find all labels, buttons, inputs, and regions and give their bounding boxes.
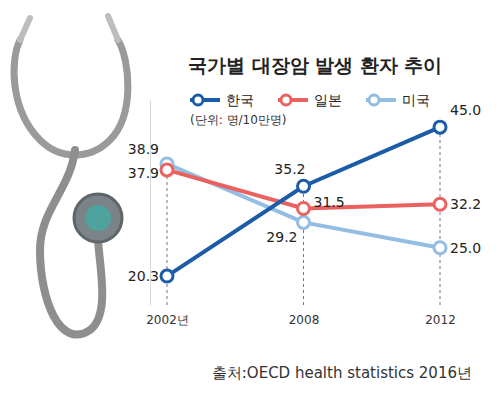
point-marker	[298, 216, 310, 228]
stethoscope-diaphragm	[85, 205, 111, 231]
data-label: 37.9	[128, 165, 159, 181]
chart-title: 국가별 대장암 발생 환자 추이	[188, 54, 442, 76]
legend-item: 한국	[190, 92, 254, 108]
category-guide	[440, 127, 441, 305]
point-marker	[434, 198, 446, 210]
legend-marker	[193, 95, 203, 105]
chart-svg: 국가별 대장암 발생 환자 추이 (단위: 명/10만명) 출처:OECD heal…	[0, 0, 500, 395]
x-tick-label: 2012	[425, 313, 456, 327]
series-line	[167, 127, 440, 276]
point-marker	[434, 242, 446, 254]
data-labels: 20.3 35.2 45.0 37.9 31.5 32.2 38.9 29.2 25.0	[128, 102, 481, 284]
point-marker	[298, 203, 310, 215]
legend-marker	[369, 95, 379, 105]
data-label: 29.2	[266, 229, 297, 245]
x-axis: 2002년 2008 2012	[146, 313, 456, 327]
guide-lines	[167, 127, 440, 305]
point-marker	[298, 180, 310, 192]
x-tick-label: 2008	[289, 313, 320, 327]
stethoscope-chestpiece	[74, 194, 122, 242]
point-marker	[434, 121, 446, 133]
plot-marks	[161, 121, 446, 282]
x-tick: 2008	[289, 313, 320, 327]
data-label: 20.3	[128, 268, 159, 284]
legend: 한국 일본 미국	[190, 92, 430, 108]
chart-subtitle: (단위: 명/10만명)	[190, 113, 287, 127]
category-guide	[167, 164, 168, 305]
data-label: 31.5	[314, 194, 345, 210]
point-marker	[161, 270, 173, 282]
x-tick: 2012	[425, 313, 456, 327]
stethoscope-earpieces	[20, 16, 118, 40]
data-label: 45.0	[450, 102, 481, 118]
legend-label: 한국	[226, 92, 254, 108]
legend-item: 미국	[366, 92, 430, 108]
x-tick-label: 2002년	[146, 313, 189, 327]
legend-item: 일본	[278, 92, 342, 108]
legend-label: 미국	[402, 92, 430, 108]
data-label: 35.2	[274, 161, 305, 177]
data-label: 25.0	[450, 240, 481, 256]
data-label: 32.2	[450, 196, 481, 212]
data-label: 38.9	[128, 141, 159, 157]
stethoscope-binaural	[14, 40, 128, 155]
chart-source: 출처:OECD health statistics 2016년	[212, 364, 472, 382]
stethoscope-illustration	[14, 16, 128, 335]
x-tick: 2002년	[146, 313, 189, 327]
legend-label: 일본	[314, 92, 342, 108]
legend-marker	[281, 95, 291, 105]
point-marker	[161, 164, 173, 176]
